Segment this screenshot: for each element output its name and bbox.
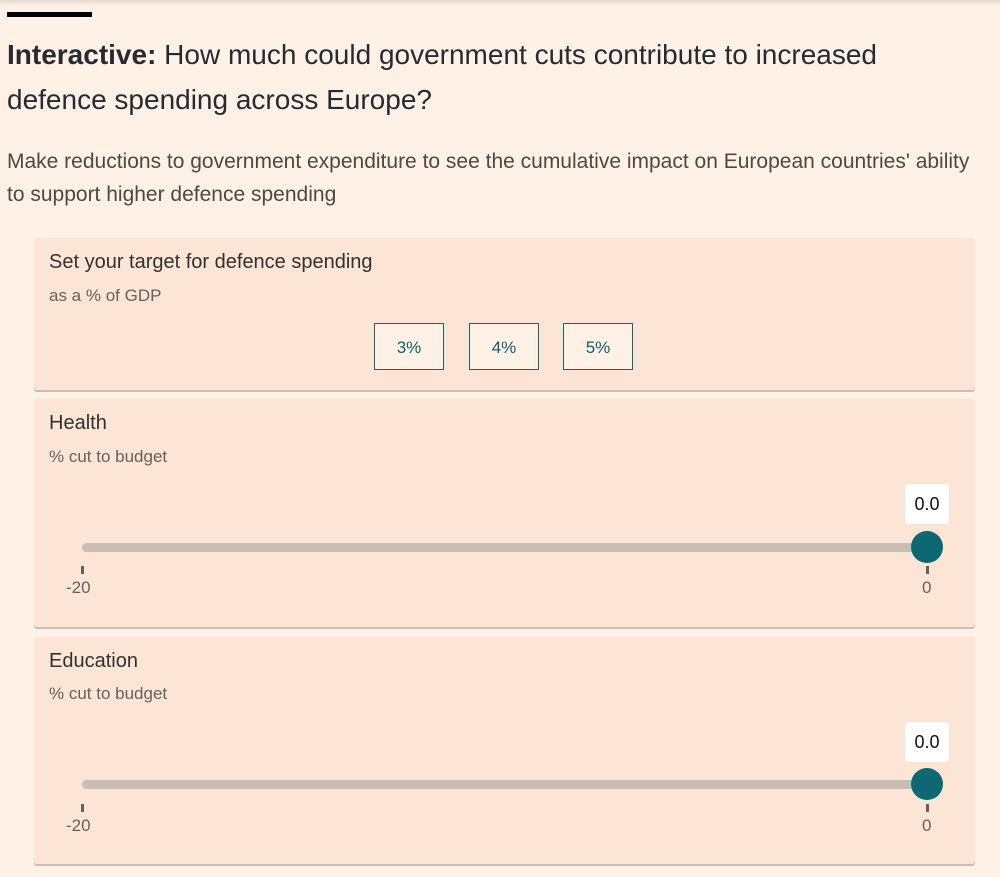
target-subtitle: as a % of GDP: [49, 286, 162, 305]
target-title: Set your target for defence spending: [49, 251, 373, 273]
health-title: Health: [49, 412, 107, 434]
title-prefix: Interactive:: [7, 39, 157, 70]
health-max-tick: [926, 566, 929, 574]
education-slider-thumb[interactable]: [911, 768, 943, 800]
education-max-tick: [926, 804, 929, 812]
header-rule: [7, 12, 92, 17]
education-title: Education: [49, 650, 138, 672]
target-card: Set your target for defence spending as …: [34, 238, 975, 390]
target-5-button[interactable]: 5%: [563, 323, 633, 370]
education-subtitle: % cut to budget: [49, 684, 168, 703]
page-title: Interactive: How much could government c…: [7, 32, 967, 122]
education-slider-card: Education % cut to budget 0.0 -20 0: [34, 637, 975, 864]
title-text: How much could government cuts contribut…: [7, 39, 877, 115]
top-shadow: [0, 0, 1000, 6]
health-slider-thumb[interactable]: [911, 531, 943, 563]
education-min-label: -20: [66, 816, 91, 835]
target-4-button[interactable]: 4%: [469, 323, 539, 370]
target-3-button[interactable]: 3%: [374, 323, 444, 370]
health-subtitle: % cut to budget: [49, 447, 168, 466]
health-value-box: 0.0: [905, 484, 949, 524]
education-slider-track[interactable]: [82, 780, 930, 789]
health-slider-track[interactable]: [82, 543, 930, 552]
education-max-label: 0: [922, 816, 932, 835]
health-min-label: -20: [66, 578, 91, 597]
health-max-label: 0: [922, 578, 932, 597]
health-min-tick: [81, 566, 84, 574]
health-slider-card: Health % cut to budget 0.0 -20 0: [34, 399, 975, 627]
page-subtitle: Make reductions to government expenditur…: [7, 150, 970, 206]
education-min-tick: [81, 804, 84, 812]
education-value-box: 0.0: [905, 722, 949, 762]
